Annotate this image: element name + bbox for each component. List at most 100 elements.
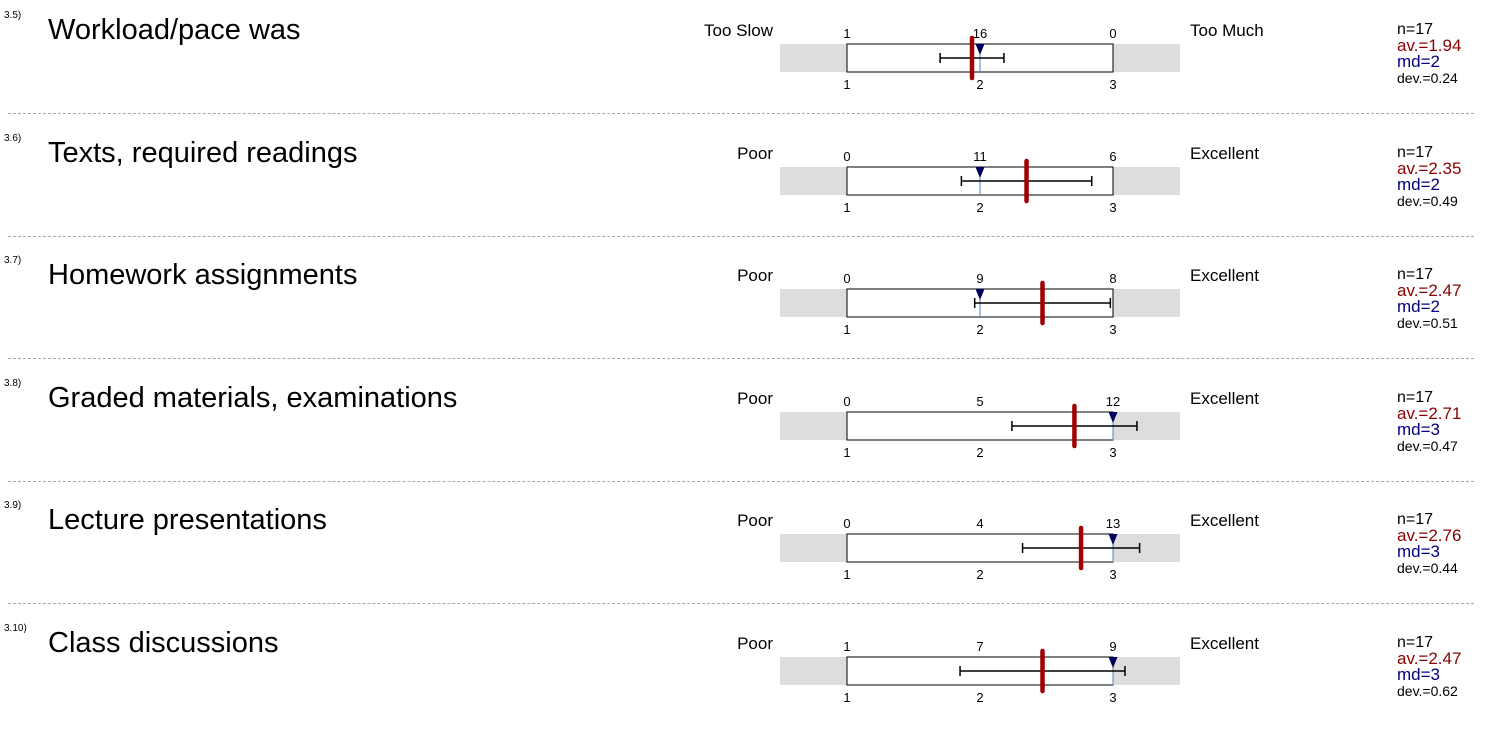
tick-label: 2: [976, 567, 983, 582]
stat-median: md=3: [1397, 664, 1440, 684]
row-separator: [8, 358, 1474, 359]
tick-label: 3: [1109, 322, 1116, 337]
count-label: 5: [976, 394, 983, 409]
evaluation-row: 3.7) Homework assignments Poor 0 1 9 2 8 3 Ex…: [0, 255, 1494, 377]
scale-right-label: Excellent: [1190, 511, 1259, 530]
stat-average: av.=2.71: [1397, 403, 1462, 423]
median-marker: [975, 44, 985, 55]
question-title: Homework assignments: [48, 259, 358, 291]
tick-label: 1: [843, 77, 850, 92]
stat-median: md=2: [1397, 174, 1440, 194]
stat-count: n=17: [1397, 511, 1434, 528]
row-separator: [8, 235, 1474, 237]
stats-block: n=17 av.=1.94 md=2 dev.=0.24: [1397, 21, 1462, 87]
stat-average: av.=2.76: [1397, 526, 1462, 545]
rating-scale: 0 1 4 2 13 3: [780, 516, 1180, 582]
count-label: 4: [976, 516, 983, 531]
stat-median: md=2: [1397, 297, 1440, 316]
median-marker: [1108, 656, 1118, 668]
stat-median: md=2: [1397, 52, 1440, 71]
tick-label: 1: [843, 322, 850, 337]
evaluation-row: 3.9) Lecture presentations Poor 0 1 4 2 13 3 …: [0, 500, 1494, 622]
scale-left-label: Poor: [737, 266, 773, 285]
tick-label: 2: [976, 77, 983, 92]
tick-label: 1: [843, 567, 850, 582]
question-number: 3.8): [4, 377, 22, 389]
tick-label: 1: [843, 690, 850, 705]
question-title: Graded materials, examinations: [48, 381, 458, 414]
evaluation-row: 3.10) Class discussions Poor 1 1 7 2 9 3 Exce…: [0, 623, 1494, 745]
stat-median: md=3: [1397, 542, 1440, 561]
tick-label: 2: [976, 200, 983, 215]
count-label: 0: [843, 516, 850, 531]
scale-left-label: Too Slow: [704, 21, 773, 40]
scale-right-label: Excellent: [1190, 388, 1259, 408]
scale-left-label: Poor: [737, 633, 773, 653]
question-title: Workload/pace was: [48, 14, 301, 46]
stat-deviation: dev.=0.49: [1397, 192, 1458, 209]
stat-count: n=17: [1397, 388, 1434, 406]
count-label: 11: [973, 149, 987, 164]
stats-block: n=17 av.=2.47 md=2 dev.=0.51: [1397, 266, 1462, 332]
row-separator: [8, 480, 1474, 482]
stat-average: av.=2.47: [1397, 281, 1462, 300]
scale-right-label: Excellent: [1190, 266, 1259, 285]
rating-scale: 0 1 5 2 12 3: [780, 394, 1180, 460]
stat-count: n=17: [1397, 21, 1434, 38]
question-number: 3.7): [4, 255, 22, 266]
question-number: 3.5): [4, 10, 22, 21]
count-label: 0: [843, 271, 850, 286]
stat-count: n=17: [1397, 143, 1434, 161]
stats-block: n=17 av.=2.35 md=2 dev.=0.49: [1397, 143, 1461, 209]
stats-block: n=17 av.=2.47 md=3 dev.=0.62: [1397, 634, 1462, 699]
stats-block: n=17 av.=2.71 md=3 dev.=0.47: [1397, 388, 1462, 454]
rating-scale: 0 1 9 2 8 3: [780, 271, 1180, 337]
scale-right-label: Excellent: [1190, 633, 1259, 653]
row-separator: [8, 113, 1474, 114]
scale-right-label: Too Much: [1190, 21, 1264, 40]
count-label: 0: [1109, 26, 1116, 41]
tick-label: 3: [1109, 77, 1116, 92]
evaluation-row: 3.8) Graded materials, examinations Poor…: [0, 378, 1494, 500]
stat-average: av.=1.94: [1397, 36, 1462, 55]
count-label: 16: [973, 26, 987, 41]
stat-average: av.=2.47: [1397, 648, 1462, 668]
stat-deviation: dev.=0.44: [1397, 560, 1458, 576]
tick-label: 1: [843, 200, 850, 215]
tick-label: 3: [1109, 690, 1116, 705]
stat-deviation: dev.=0.62: [1397, 682, 1458, 699]
count-label: 9: [1109, 639, 1116, 654]
median-marker: [975, 289, 985, 300]
stat-deviation: dev.=0.47: [1397, 437, 1458, 454]
median-marker: [1108, 411, 1118, 423]
median-marker: [975, 166, 985, 178]
question-number: 3.9): [4, 500, 22, 511]
scale-left-label: Poor: [737, 143, 773, 163]
question-number: 3.6): [4, 132, 22, 144]
evaluation-row: 3.5) Workload/pace was Too Slow 1 1 16 2 0 3 …: [0, 10, 1494, 132]
stat-deviation: dev.=0.24: [1397, 70, 1458, 86]
count-label: 1: [843, 639, 850, 654]
tick-label: 3: [1109, 567, 1116, 582]
tick-label: 2: [976, 690, 983, 705]
tick-label: 2: [976, 445, 983, 460]
question-title: Class discussions: [48, 626, 279, 659]
stat-count: n=17: [1397, 266, 1434, 283]
evaluation-row: 3.6) Texts, required readings Poor 0 1 11 2…: [0, 133, 1494, 255]
question-number: 3.10): [4, 622, 27, 634]
scale-right-label: Excellent: [1190, 143, 1259, 163]
scale-left-label: Poor: [737, 511, 773, 530]
tick-label: 1: [843, 445, 850, 460]
evaluation-chart: 3.5) Workload/pace was Too Slow 1 1 16 2 0 3 …: [0, 10, 1494, 705]
rating-scale: 1 1 16 2 0 3: [780, 26, 1180, 92]
scale-left-label: Poor: [737, 388, 773, 408]
rating-scale: 1 1 7 2 9 3: [780, 639, 1180, 705]
count-label: 12: [1106, 394, 1120, 409]
question-title: Texts, required readings: [48, 136, 358, 169]
tick-label: 2: [976, 322, 983, 337]
stats-block: n=17 av.=2.76 md=3 dev.=0.44: [1397, 511, 1462, 577]
tick-label: 3: [1109, 445, 1116, 460]
count-label: 1: [843, 26, 850, 41]
count-label: 7: [976, 639, 983, 654]
